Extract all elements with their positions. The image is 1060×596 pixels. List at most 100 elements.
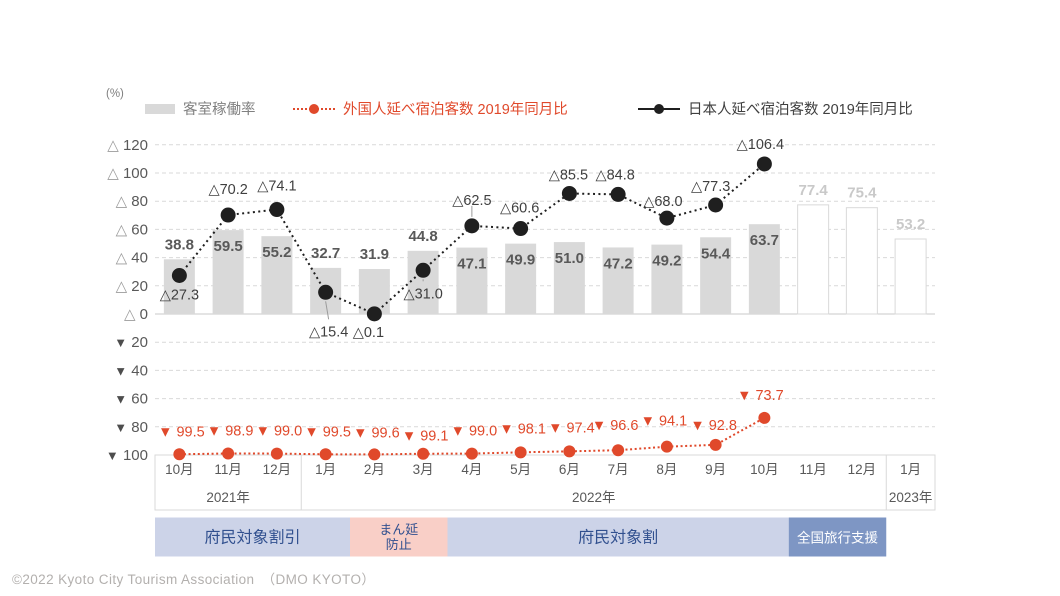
data-point-dot (220, 207, 236, 223)
occupancy-value-label: 51.0 (555, 250, 584, 267)
occupancy-value-label: 49.2 (652, 253, 681, 270)
series-value-label: ▼ 99.0 (451, 424, 498, 440)
month-label: 7月 (608, 462, 629, 477)
y-axis-label: ▼ 100 (106, 447, 148, 464)
occupancy-value-label: 63.7 (750, 232, 779, 249)
year-label: 2023年 (889, 490, 933, 505)
occupancy-bar (407, 250, 439, 314)
month-label: 8月 (656, 462, 677, 477)
legend-foreign-guests-label: 外国人延べ宿泊客数 2019年同月比 (343, 102, 568, 118)
series-value-label: △60.6 (500, 201, 539, 217)
y-axis-label: △ 80 (116, 193, 148, 210)
policy-band-label: 府民対象割引 (204, 529, 300, 547)
data-point-dot (756, 156, 772, 172)
month-label: 11月 (214, 462, 242, 477)
occupancy-value-label: 54.4 (701, 245, 731, 262)
legend-occupancy-label: 客室稼働率 (183, 102, 256, 118)
y-axis-label: △ 100 (107, 165, 148, 182)
series-value-label: △74.1 (257, 179, 296, 195)
series-value-label: ▼ 99.0 (256, 424, 303, 440)
bar-swatch-icon (145, 103, 175, 114)
year-label: 2022年 (572, 490, 616, 505)
occupancy-value-label: 47.2 (604, 255, 633, 272)
month-label: 9月 (705, 462, 726, 477)
occupancy-bar (651, 244, 683, 314)
month-label: 10月 (750, 462, 779, 477)
month-label: 5月 (510, 462, 531, 477)
y-axis-label: △ 120 (107, 137, 148, 154)
month-label: 10月 (165, 462, 194, 477)
data-point-dot (659, 210, 675, 226)
policy-band (350, 517, 448, 557)
occupancy-value-label: 77.4 (799, 182, 829, 199)
occupancy-bar (261, 236, 293, 314)
data-point-dot (417, 447, 430, 460)
occupancy-bar (845, 207, 878, 315)
series-value-label: △31.0 (403, 286, 442, 302)
series-value-label: ▼ 99.5 (304, 424, 351, 440)
line-marker-icon (638, 102, 680, 116)
occupancy-bar (456, 247, 488, 314)
occupancy-bar (505, 243, 537, 314)
data-point-dot (222, 447, 235, 460)
unit-label: (%) (106, 88, 124, 100)
data-point-dot (464, 218, 480, 234)
data-point-dot (318, 284, 334, 300)
occupancy-bar (553, 242, 585, 314)
occupancy-value-label: 47.1 (457, 256, 486, 273)
legend-occupancy: 客室稼働率 (145, 99, 256, 118)
series-value-label: ▼ 99.1 (402, 429, 449, 445)
occupancy-bar (797, 204, 830, 315)
dotted-line-marker-icon (293, 102, 335, 116)
series-value-label: ▼ 92.8 (690, 418, 737, 434)
month-label: 12月 (263, 462, 292, 477)
y-axis-label: △ 20 (116, 278, 148, 295)
data-point-dot (561, 185, 577, 201)
occupancy-bar (602, 247, 634, 314)
occupancy-value-label: 49.9 (506, 252, 535, 269)
data-point-dot (514, 446, 527, 459)
series-value-label: ▼ 99.5 (158, 424, 205, 440)
policy-band-label: 防止 (386, 537, 412, 552)
occupancy-value-label: 38.8 (165, 236, 194, 253)
data-point-dot (319, 448, 332, 461)
label-leader-line (325, 301, 330, 320)
policy-band-label: まん延 (379, 522, 418, 537)
data-point-dot (465, 447, 478, 460)
occupancy-bar (700, 237, 732, 314)
policy-band-label: 府民対象割 (578, 529, 658, 547)
occupancy-value-label: 44.8 (409, 228, 438, 245)
series-value-label: △85.5 (549, 167, 588, 183)
series-value-label: ▼ 98.9 (207, 423, 254, 439)
series-value-label: ▼ 96.6 (592, 418, 639, 434)
series-value-label: △106.4 (737, 137, 784, 153)
data-point-dot (708, 197, 724, 213)
series-value-label: ▼ 97.4 (548, 420, 595, 436)
data-point-dot (173, 448, 186, 461)
data-point-dot (709, 438, 722, 451)
series-value-label: △77.3 (691, 179, 730, 195)
legend-foreign-guests: 外国人延べ宿泊客数 2019年同月比 (293, 99, 568, 118)
series-value-label: △0.1 (353, 325, 384, 341)
month-label: 1月 (315, 462, 336, 477)
occupancy-value-label: 31.9 (360, 246, 389, 263)
occupancy-value-label: 32.7 (311, 245, 340, 262)
data-point-dot (171, 268, 187, 284)
legend-japanese-guests: 日本人延べ宿泊客数 2019年同月比 (638, 99, 913, 118)
data-point-dot (269, 202, 285, 218)
series-value-label: △15.4 (309, 324, 348, 340)
policy-band (447, 517, 789, 557)
occupancy-bar (894, 238, 927, 315)
data-point-dot (513, 221, 529, 237)
occupancy-value-label: 75.4 (847, 185, 877, 202)
series-value-label: △84.8 (595, 167, 634, 183)
month-label: 1月 (900, 462, 921, 477)
series-value-label: ▼ 98.1 (499, 421, 546, 437)
y-axis-label: ▼ 20 (114, 334, 148, 351)
series-value-label: △27.3 (160, 288, 199, 304)
month-label: 3月 (413, 462, 434, 477)
month-label: 6月 (559, 462, 580, 477)
data-point-dot (368, 448, 381, 461)
